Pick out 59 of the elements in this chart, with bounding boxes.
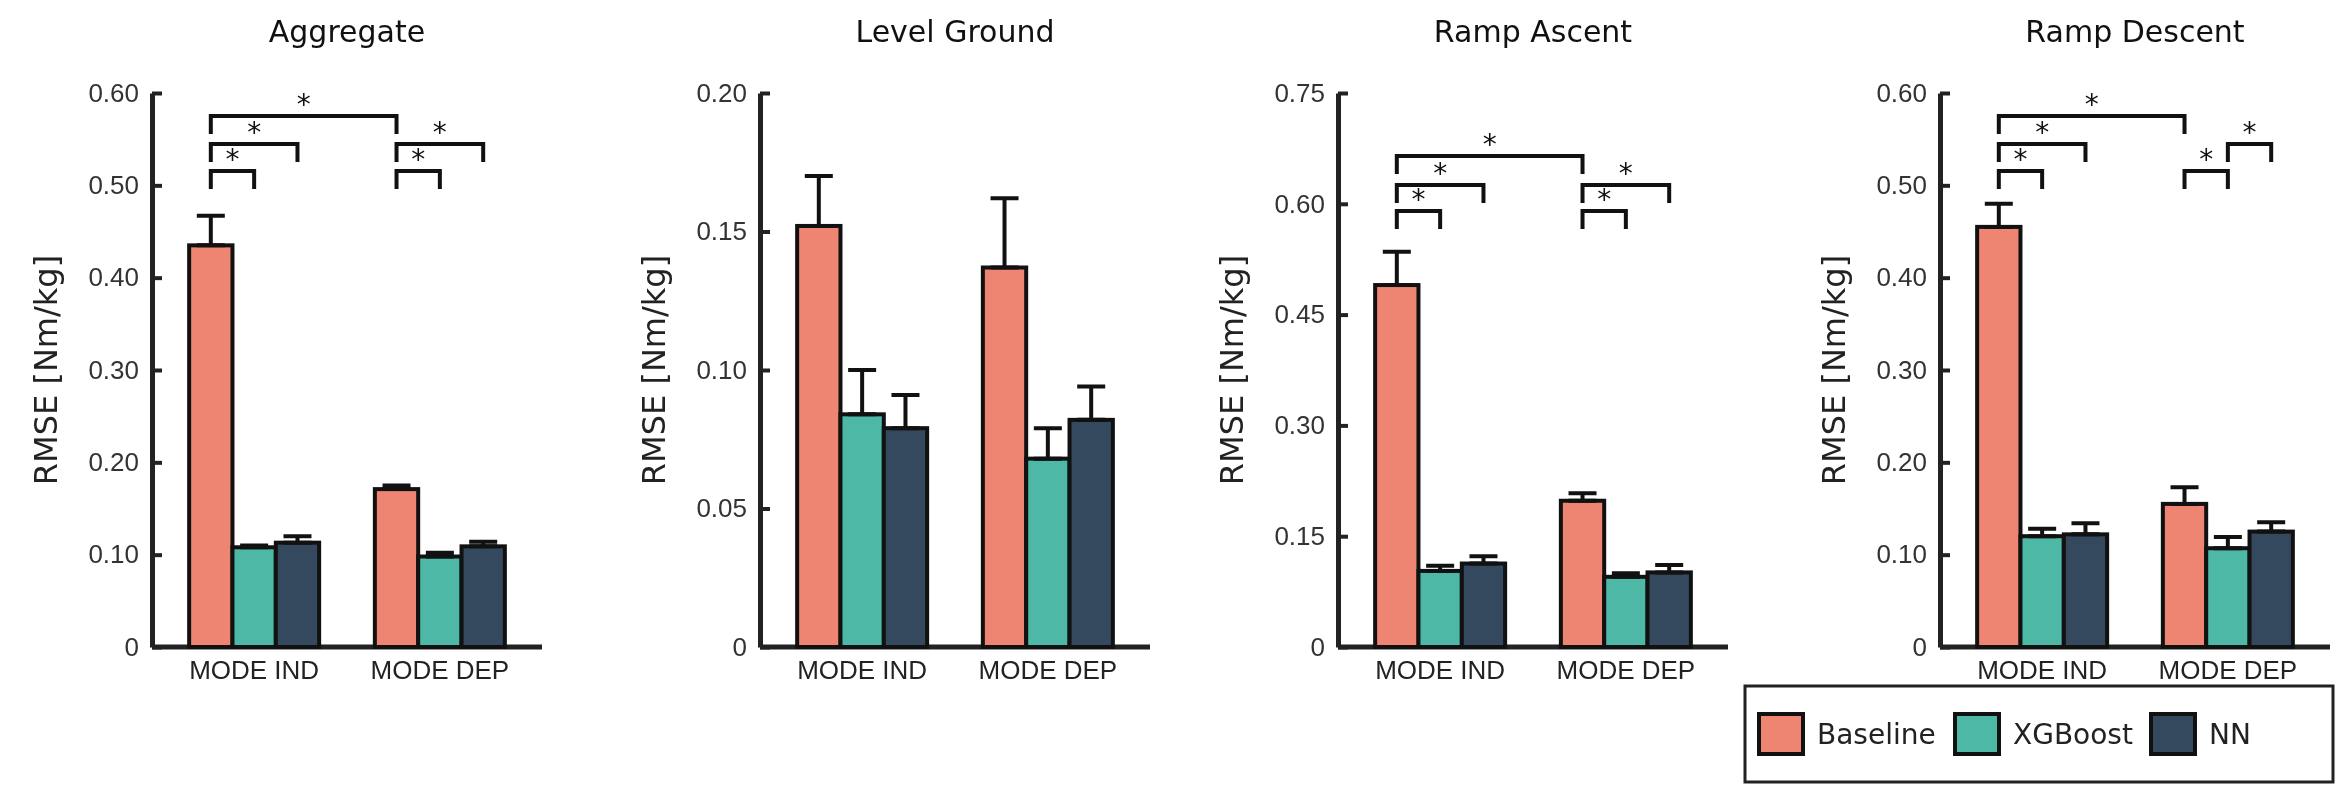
- annotation: *: [2013, 143, 2028, 176]
- chart-title: Ramp Ascent: [1433, 14, 1633, 49]
- y-tick-label: 0.45: [1274, 299, 1325, 330]
- y-tick-label: 0: [1912, 631, 1927, 662]
- y-tick-label: 0.20: [88, 447, 139, 478]
- annotation: *: [2242, 116, 2257, 149]
- y-tick-label: 0.60: [1274, 188, 1325, 219]
- x-tick-label: MODE DEP: [978, 654, 1118, 685]
- legend-label: NN: [2209, 718, 2251, 751]
- y-axis-title: RMSE [Nm/kg]: [27, 254, 65, 486]
- annotation: *: [411, 143, 426, 176]
- y-tick-label: 0.20: [1876, 447, 1927, 478]
- y-tick-label: 0.15: [696, 216, 747, 247]
- y-tick-label: 0.10: [1876, 539, 1927, 570]
- annotation: *: [1618, 157, 1633, 190]
- annotation: *: [1597, 183, 1612, 216]
- y-axis-title: RMSE [Nm/kg]: [635, 254, 673, 486]
- y-tick-label: 0.75: [1274, 77, 1325, 108]
- x-tick-label: MODE DEP: [2158, 654, 2298, 685]
- y-tick-label: 0.50: [1876, 170, 1927, 201]
- annotation: *: [247, 116, 262, 149]
- y-tick-label: 0.10: [88, 539, 139, 570]
- annotation: *: [2035, 116, 2050, 149]
- annotation: *: [1433, 157, 1448, 190]
- y-tick-label: 0: [732, 631, 747, 662]
- annotation: *: [1482, 128, 1497, 161]
- annotation: *: [432, 116, 447, 149]
- x-tick-label: MODE DEP: [1556, 654, 1696, 685]
- y-tick-label: 0.50: [88, 170, 139, 201]
- legend-label: XGBoost: [2013, 718, 2133, 751]
- y-tick-label: 0.40: [1876, 262, 1927, 293]
- chart-title: Aggregate: [268, 14, 426, 49]
- x-tick-label: MODE DEP: [370, 654, 510, 685]
- y-axis-title: RMSE [Nm/kg]: [1213, 254, 1251, 486]
- annotation: *: [2084, 88, 2099, 121]
- annotation: *: [2199, 143, 2214, 176]
- y-tick-label: 0.20: [696, 77, 747, 108]
- y-tick-label: 0: [124, 631, 139, 662]
- x-tick-label: MODE IND: [1375, 654, 1506, 685]
- y-tick-label: 0.30: [1274, 410, 1325, 441]
- y-tick-label: 0.30: [1876, 354, 1927, 385]
- x-tick-label: MODE IND: [189, 654, 320, 685]
- y-tick-label: 0.05: [696, 493, 747, 524]
- x-tick-label: MODE IND: [1977, 654, 2108, 685]
- x-tick-label: MODE IND: [797, 654, 928, 685]
- y-tick-label: 0.10: [696, 354, 747, 385]
- y-tick-label: 0.15: [1274, 521, 1325, 552]
- chart-title: Ramp Descent: [2025, 14, 2245, 49]
- annotation: *: [296, 88, 311, 121]
- y-tick-label: 0: [1310, 631, 1325, 662]
- legend-label: Baseline: [1817, 718, 1936, 751]
- annotation: *: [225, 143, 240, 176]
- annotation: *: [1411, 183, 1426, 216]
- chart-title: Level Ground: [855, 14, 1055, 49]
- y-tick-label: 0.60: [1876, 77, 1927, 108]
- y-tick-label: 0.60: [88, 77, 139, 108]
- y-tick-label: 0.40: [88, 262, 139, 293]
- y-tick-label: 0.30: [88, 354, 139, 385]
- y-axis-title: RMSE [Nm/kg]: [1815, 254, 1853, 486]
